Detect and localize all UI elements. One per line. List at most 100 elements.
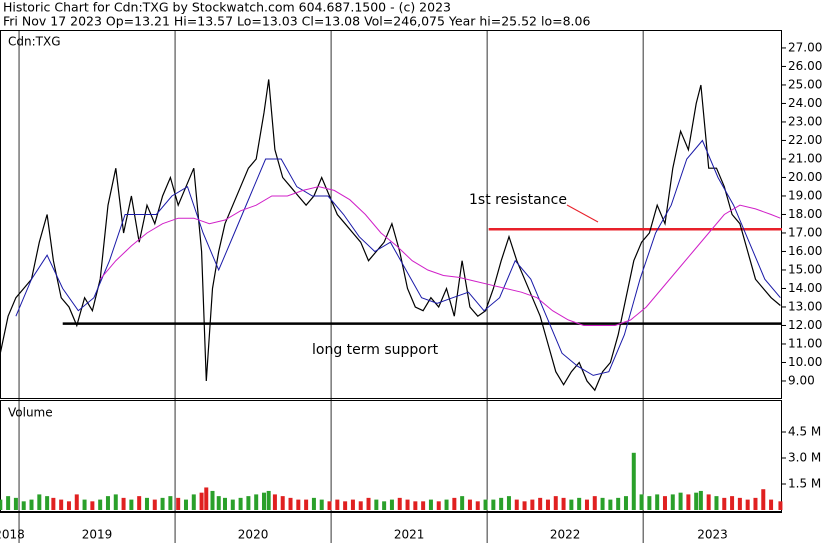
y-tick-label: 19.00 — [788, 188, 822, 202]
volume-bar — [678, 492, 683, 510]
volume-bar — [382, 501, 387, 510]
x-tick-label: 2022 — [550, 528, 581, 542]
volume-bar — [254, 494, 259, 510]
volume-bar — [45, 496, 50, 510]
volume-bar — [280, 496, 285, 510]
volume-bar — [51, 497, 56, 510]
volume-bar — [191, 494, 196, 510]
y-tick-label: 23.00 — [788, 114, 822, 128]
volume-bar — [319, 499, 324, 510]
y-tick-label: 16.00 — [788, 244, 822, 258]
y-tick-label: 10.00 — [788, 355, 822, 369]
volume-bar — [714, 496, 719, 510]
volume-bar — [745, 499, 750, 510]
y-tick-label: 11.00 — [788, 336, 822, 350]
volume-bar — [698, 490, 703, 510]
volume-bar — [183, 499, 188, 510]
volume-bar — [452, 497, 457, 510]
volume-bar — [0, 499, 3, 510]
x-tick-label: 2018 — [0, 528, 25, 542]
volume-bar — [694, 492, 699, 510]
volume-bar — [137, 496, 142, 510]
volume-bar — [444, 499, 449, 510]
y-tick-label: 21.00 — [788, 151, 822, 165]
volume-bar — [608, 499, 613, 510]
x-tick-label: 2020 — [238, 528, 269, 542]
volume-bar — [366, 497, 371, 510]
volume-bar — [460, 496, 465, 510]
volume-bar — [29, 499, 34, 510]
volume-bar — [706, 494, 711, 510]
y-tick-label: 24.00 — [788, 96, 822, 110]
x-tick-label: 2019 — [82, 528, 113, 542]
volume-bar — [631, 452, 636, 510]
volume-bar — [436, 501, 441, 510]
y-tick-label: 26.00 — [788, 59, 822, 73]
y-tick-label: 9.00 — [788, 373, 815, 387]
volume-bar — [288, 497, 293, 510]
volume-bar — [176, 497, 181, 510]
volume-bar — [304, 499, 309, 510]
volume-label: Volume — [8, 406, 53, 420]
volume-bar — [222, 497, 227, 510]
volume-bar — [561, 497, 566, 510]
volume-bar — [600, 497, 605, 510]
volume-bar — [616, 497, 621, 510]
volume-bar — [722, 497, 727, 510]
volume-bar — [21, 501, 26, 510]
volume-bar — [327, 501, 332, 510]
volume-bar — [670, 494, 675, 510]
volume-bar — [374, 499, 379, 510]
volume-bar — [647, 496, 652, 510]
symbol-label: Cdn:TXG — [8, 35, 61, 49]
moving-average — [99, 186, 781, 326]
x-tick-label: 2023 — [697, 528, 728, 542]
y-tick-label: 15.00 — [788, 262, 822, 276]
volume-bar — [639, 494, 644, 510]
volume-bar — [343, 501, 348, 510]
volume-bar — [405, 499, 410, 510]
annotation-pointer — [566, 204, 599, 223]
volume-bar — [421, 501, 426, 510]
volume-bar — [753, 497, 758, 510]
volume-bar — [491, 499, 496, 510]
volume-bar — [238, 497, 243, 510]
volume-bar — [216, 496, 221, 510]
volume-bar — [397, 497, 402, 510]
support-label: long term support — [312, 342, 439, 358]
volume-bar — [514, 499, 519, 510]
y-tick-label: 17.00 — [788, 225, 822, 239]
volume-bar — [769, 499, 774, 510]
volume-bar — [296, 499, 301, 510]
y-tick-label: 18.00 — [788, 207, 822, 221]
volume-bar — [358, 501, 363, 510]
volume-bar — [413, 501, 418, 510]
volume-bar — [105, 496, 110, 510]
volume-bar — [160, 497, 165, 510]
chart-title: Historic Chart for Cdn:TXG by Stockwatch… — [3, 0, 451, 15]
volume-bar — [230, 499, 235, 510]
volume-bar — [737, 497, 742, 510]
volume-bar — [144, 497, 149, 510]
volume-bar — [350, 499, 355, 510]
chart-subtitle: Fri Nov 17 2023 Op=13.21 Hi=13.57 Lo=13.… — [3, 14, 590, 29]
volume-bar — [553, 496, 558, 510]
volume-panel — [0, 400, 782, 512]
volume-bar — [266, 490, 271, 510]
volume-bar — [538, 497, 543, 510]
y-tick-label: 22.00 — [788, 133, 822, 147]
volume-bar — [210, 490, 215, 510]
volume-bar — [335, 499, 340, 510]
volume-tick-label: 3.0 M — [788, 451, 821, 465]
volume-bar — [506, 496, 511, 510]
volume-bar — [778, 501, 783, 510]
y-tick-label: 25.00 — [788, 77, 822, 91]
resistance-label: 1st resistance — [469, 192, 567, 208]
moving-average — [15, 139, 781, 376]
volume-bar — [113, 494, 118, 510]
volume-bar — [584, 499, 589, 510]
volume-bar — [592, 496, 597, 510]
volume-bar — [623, 496, 628, 510]
